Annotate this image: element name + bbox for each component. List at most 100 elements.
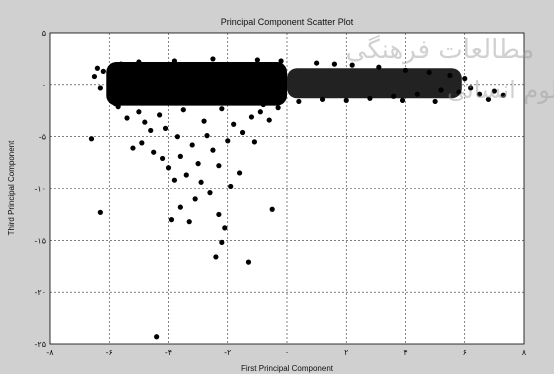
dense-cluster [106,62,462,106]
data-point-76 [210,56,216,62]
data-point-5 [88,136,95,142]
data-point-47 [201,118,207,124]
data-point-77 [171,58,178,64]
data-point-70 [426,69,432,75]
data-point-13 [159,155,166,162]
data-point-19 [189,142,195,148]
x-tick-label-4: ۰ [285,348,289,357]
data-point-81 [278,58,284,64]
data-point-36 [219,239,225,246]
y-tick-label-5: -۲۰ [35,288,46,297]
data-point-58 [367,95,373,101]
x-tick-labels: -۸ -۶ -۴ -۲ ۰ ۲ ۴ ۶ ۸ [46,348,526,357]
data-point-72 [376,64,382,70]
watermark-logo: مطالعات فرهنگی علوم انسانی [346,34,554,104]
data-point-82 [331,61,337,67]
data-point-17 [177,153,183,159]
data-point-48 [251,139,258,145]
data-point-21 [198,179,204,185]
data-point-18 [183,172,189,178]
data-point-53 [219,106,225,112]
data-point-66 [491,88,497,94]
x-tick-label-8: ۸ [522,348,527,357]
data-point-46 [162,125,169,131]
data-point-38 [245,259,252,265]
data-point-11 [142,119,148,125]
data-point-23 [210,147,216,153]
data-point-54 [260,101,266,108]
y-tick-label-6: -۲۵ [35,340,46,349]
data-point-68 [462,76,468,82]
data-point-64 [476,91,483,97]
data-point-71 [402,67,409,73]
y-tick-label-0: ۵ [42,29,46,38]
data-point-3 [106,94,112,100]
data-point-62 [456,89,462,95]
data-point-43 [228,183,234,190]
data-point-69 [447,72,453,79]
data-point-63 [468,85,474,91]
data-point-24 [216,163,222,169]
data-point-31 [177,204,183,210]
data-point-28 [248,114,255,120]
data-point-12 [151,149,157,155]
y-tick-label-2: -۵ [39,133,46,142]
x-tick-label-0: -۸ [46,348,54,357]
data-point-55 [296,98,302,105]
data-point-73 [349,62,355,68]
data-point-22 [204,133,210,139]
data-point-78 [136,59,142,65]
x-tick-label-7: ۶ [463,348,467,357]
data-point-20 [195,161,201,167]
cluster-region-1 [287,68,462,99]
y-tick-label-4: -۱۵ [35,236,46,245]
data-point-67 [500,92,506,98]
data-point-84 [432,98,438,105]
data-point-6 [97,209,103,215]
data-point-27 [239,129,246,136]
x-axis-label: First Principal Component [241,364,334,373]
data-point-59 [391,93,397,99]
data-point-50 [136,109,142,115]
data-point-30 [266,117,272,123]
x-tick-label-2: -۴ [165,348,172,357]
data-point-57 [343,97,349,103]
data-point-56 [319,96,326,102]
data-point-45 [174,134,180,140]
data-point-10 [139,140,145,146]
data-point-0 [94,65,100,71]
y-axis-label: Third Principal Component [7,140,16,235]
data-point-9 [130,145,136,151]
data-point-8 [124,115,130,121]
data-point-74 [314,60,320,66]
data-point-2 [97,85,103,91]
data-point-75 [254,57,260,63]
data-point-26 [231,121,237,127]
data-point-37 [213,254,219,260]
y-tick-label-3: -۱۰ [35,185,46,194]
data-point-40 [154,334,160,340]
data-point-15 [165,165,172,171]
x-tick-label-6: ۴ [403,348,407,357]
x-tick-label-5: ۲ [344,348,348,357]
data-point-79 [118,61,124,67]
x-tick-label-1: -۶ [106,348,113,357]
data-point-7 [115,104,121,110]
cluster-region-0 [106,62,287,106]
watermark-line-2: علوم انسانی [447,76,554,104]
data-point-52 [180,107,186,113]
data-point-49 [275,105,281,111]
data-point-39 [269,206,275,212]
data-point-65 [485,96,492,102]
data-point-44 [237,170,243,176]
data-point-83 [399,97,406,103]
chart-title: Principal Component Scatter Plot [221,17,354,27]
data-point-33 [186,219,192,225]
data-point-42 [207,190,213,196]
data-point-32 [168,217,175,223]
y-tick-label-1: ۰ [42,81,46,90]
data-points [88,56,506,340]
data-point-34 [216,211,222,218]
x-tick-label-3: -۲ [224,348,231,357]
